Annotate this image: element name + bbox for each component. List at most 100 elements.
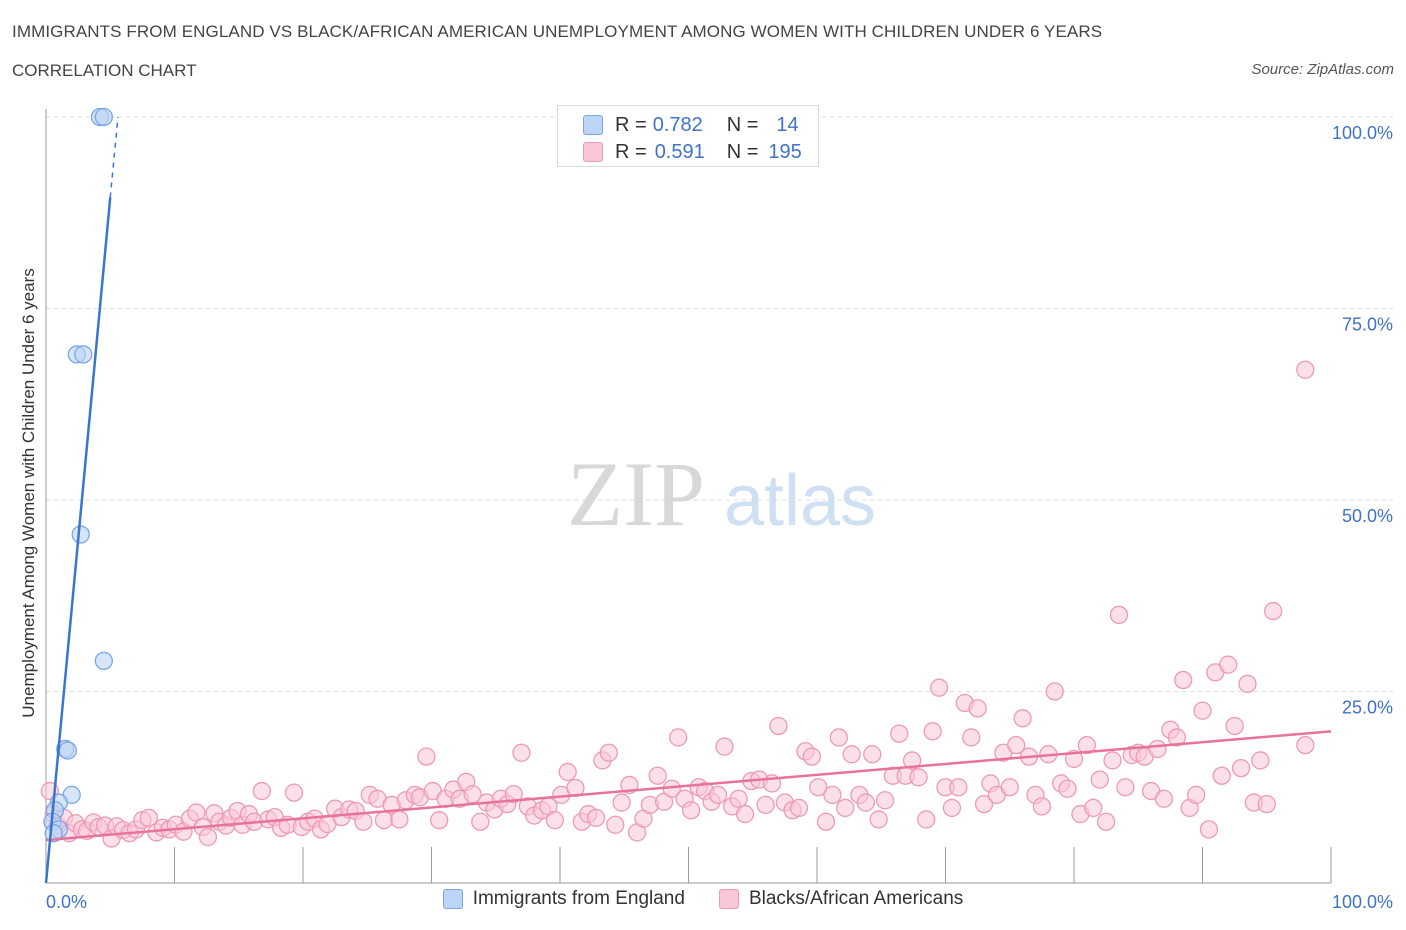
data-point-england	[74, 345, 93, 364]
legend-n-value: 14	[776, 113, 799, 136]
legend-label-black: Blacks/African Americans	[748, 888, 964, 909]
legend-row-england: R = 0.782 N = 14	[583, 112, 799, 138]
data-point-black	[769, 716, 788, 736]
data-point-black	[1116, 778, 1135, 797]
stats-legend: R = 0.782 N = 14 R = 0.591 N = 195	[557, 105, 819, 167]
y-tick-label: 25.0%	[1342, 698, 1393, 718]
data-point-black	[842, 745, 861, 764]
series-legend: Immigrants from England Blacks/African A…	[0, 888, 1406, 910]
data-point-black	[669, 728, 688, 747]
data-point-black	[863, 745, 882, 764]
data-point-black	[968, 699, 987, 718]
legend-n-label: N =	[726, 140, 759, 163]
data-point-black	[856, 793, 875, 812]
data-point-black	[1077, 735, 1096, 755]
data-point-black	[729, 789, 748, 808]
data-point-black	[1231, 758, 1251, 778]
data-point-black	[1096, 812, 1116, 831]
legend-n-label: N =	[726, 113, 759, 136]
data-point-black	[1000, 778, 1019, 797]
data-point-black	[869, 810, 888, 829]
data-point-black	[374, 811, 394, 830]
data-point-black	[512, 743, 531, 762]
data-point-black	[974, 794, 994, 814]
data-point-black	[1032, 797, 1052, 816]
trend-line-england	[44, 197, 112, 884]
legend-swatch-blue	[583, 115, 603, 135]
data-point-black	[929, 678, 949, 697]
data-point-black	[735, 804, 755, 824]
y-tick-label: 50.0%	[1342, 506, 1393, 526]
data-point-black	[715, 737, 734, 756]
data-point-black	[558, 762, 577, 782]
data-point-black	[909, 768, 928, 787]
trend-line-england-extension	[109, 116, 119, 198]
data-point-black	[1219, 655, 1238, 674]
axes	[45, 109, 1332, 884]
data-point-black	[1148, 739, 1167, 759]
data-point-black	[1296, 360, 1315, 379]
data-point-black	[756, 795, 775, 815]
data-point-black	[1257, 794, 1276, 814]
trend-line-black	[45, 730, 1332, 842]
watermark-atlas: atlas	[724, 461, 876, 541]
legend-swatch-blue	[442, 889, 463, 909]
data-point-black	[545, 811, 565, 830]
data-point-black	[504, 784, 523, 804]
data-point-black	[816, 812, 836, 831]
legend-r-value: 0.591	[654, 140, 705, 163]
watermark-zip: ZIP	[567, 443, 705, 545]
data-point-black	[829, 728, 848, 747]
legend-row-black: R = 0.591 N = 195	[583, 139, 802, 165]
legend-r-label: R =	[615, 113, 647, 136]
chart-title: IMMIGRANTS FROM ENGLAND VS BLACK/AFRICAN…	[12, 22, 1103, 41]
legend-item-black[interactable]: Blacks/African Americans	[718, 888, 964, 910]
legend-r-label: R =	[615, 140, 647, 163]
x-tick-label: 0.0%	[46, 892, 87, 912]
data-point-black	[463, 784, 482, 804]
data-point-black	[1090, 770, 1109, 789]
data-point-black	[836, 798, 855, 818]
source-note: Source: ZipAtlas.com	[1251, 61, 1394, 78]
data-point-black	[1199, 820, 1219, 839]
data-point-black	[1084, 798, 1103, 818]
x-tick-label: 100.0%	[1332, 892, 1393, 912]
data-point-black	[1007, 735, 1026, 755]
data-point-black	[823, 785, 842, 805]
data-point-black	[1045, 682, 1064, 701]
data-point-black	[1264, 601, 1283, 621]
data-point-england	[94, 107, 113, 127]
y-tick-label: 75.0%	[1342, 315, 1393, 335]
data-point-black	[890, 724, 909, 743]
data-point-black	[139, 808, 158, 828]
data-point-black	[802, 747, 822, 766]
data-point-black	[612, 793, 631, 812]
data-point-black	[949, 778, 968, 797]
data-point-black	[1167, 728, 1186, 747]
data-point-black	[1238, 674, 1257, 693]
tick-labels: 100.0% 75.0% 50.0% 25.0% 0.0% 100.0%	[46, 123, 1393, 912]
data-point-black	[606, 815, 625, 834]
legend-r-value: 0.782	[652, 113, 703, 136]
data-point-black	[586, 808, 606, 828]
data-point-black	[354, 812, 373, 831]
data-point-england	[94, 651, 113, 671]
data-point-black	[708, 785, 728, 805]
data-point-black	[417, 747, 436, 766]
data-point-black	[284, 783, 304, 802]
data-point-black	[390, 810, 409, 829]
data-point-black	[1296, 735, 1315, 755]
data-point-england	[71, 525, 90, 544]
data-point-black	[1103, 751, 1122, 770]
trend-lines	[44, 116, 1332, 884]
legend-swatch-pink	[718, 889, 739, 909]
data-point-black	[917, 810, 936, 829]
legend-label-england: Immigrants from England	[472, 888, 685, 909]
legend-item-england[interactable]: Immigrants from England	[442, 888, 685, 910]
data-point-black	[681, 801, 701, 820]
data-point-black	[1058, 779, 1077, 798]
data-point-black	[252, 781, 272, 801]
data-point-black	[1212, 766, 1231, 785]
data-point-black	[430, 811, 449, 830]
